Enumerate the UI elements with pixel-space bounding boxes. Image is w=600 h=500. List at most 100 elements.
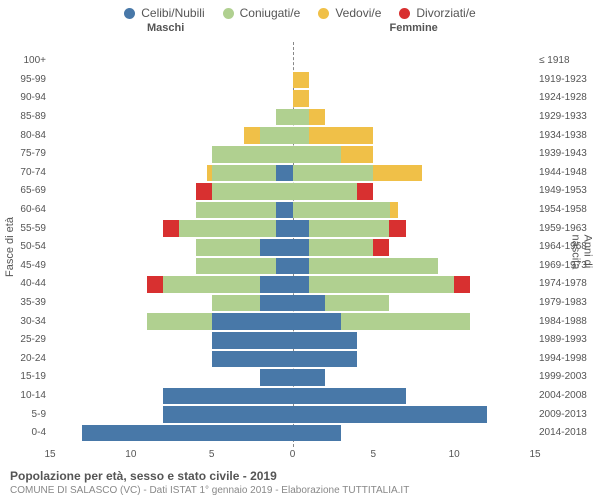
age-label: 75-79 [10,149,46,159]
age-row: 10-142004-2008 [50,387,535,406]
age-row: 30-341984-1988 [50,312,535,331]
birth-year-label: 2014-2018 [539,428,595,438]
legend-swatch [399,8,410,19]
bar-segment [341,313,470,330]
male-bar [196,183,293,200]
age-label: 15-19 [10,372,46,382]
age-label: 65-69 [10,186,46,196]
age-label: 0-4 [10,428,46,438]
x-tick: 15 [44,449,55,460]
age-label: 80-84 [10,131,46,141]
bar-segment [276,220,292,237]
bar-segment [196,258,277,275]
bar-segment [212,146,293,163]
bar-segment [212,295,261,312]
legend-label: Divorziati/e [416,6,475,20]
male-bar [147,276,292,293]
bar-segment [260,239,292,256]
bar-segment [276,258,292,275]
female-bar [293,202,398,219]
legend-label: Vedovi/e [335,6,381,20]
age-label: 85-89 [10,112,46,122]
male-bar [207,165,293,182]
bar-segment [293,90,309,107]
bar-segment [196,183,212,200]
male-bar [82,425,292,442]
birth-year-label: 1929-1933 [539,112,595,122]
female-bar [293,406,487,423]
bar-segment [293,276,309,293]
male-bar [212,146,293,163]
bar-segment [389,220,405,237]
bar-segment [357,183,373,200]
age-row: 65-691949-1953 [50,182,535,201]
bar-segment [293,369,325,386]
bar-segment [196,202,277,219]
bar-segment [212,351,293,368]
birth-year-label: 1989-1993 [539,335,595,345]
birth-year-label: 1934-1938 [539,131,595,141]
birth-year-label: 2009-2013 [539,410,595,420]
bar-segment [325,295,390,312]
x-axis-ticks: 15105051015 [0,449,600,463]
legend-label: Coniugati/e [240,6,301,20]
birth-year-label: ≤ 1918 [539,56,595,66]
bar-segment [212,165,277,182]
age-row: 95-991919-1923 [50,71,535,90]
age-label: 70-74 [10,168,46,178]
bar-segment [293,332,358,349]
bar-segment [260,276,292,293]
female-bar [293,146,374,163]
male-bar [196,258,293,275]
bar-segment [212,313,293,330]
bar-segment [454,276,470,293]
age-row: 60-641954-1958 [50,201,535,220]
bar-segment [260,295,292,312]
chart-title: Popolazione per età, sesso e stato civil… [10,469,409,483]
female-bar [293,127,374,144]
bar-segment [293,220,309,237]
age-label: 10-14 [10,391,46,401]
bar-segment [293,183,358,200]
legend-swatch [124,8,135,19]
age-row: 75-791939-1943 [50,145,535,164]
female-bar [293,90,309,107]
bar-segment [293,239,309,256]
age-label: 5-9 [10,410,46,420]
age-label: 35-39 [10,298,46,308]
age-row: 70-741944-1948 [50,164,535,183]
header-labels: Maschi Femmine [0,22,600,40]
birth-year-label: 1924-1928 [539,93,595,103]
x-tick: 5 [371,449,377,460]
bar-segment [373,239,389,256]
bar-segment [309,239,374,256]
bar-segment [163,276,260,293]
age-row: 50-541964-1968 [50,238,535,257]
bar-segment [244,127,260,144]
female-bar [293,425,342,442]
bar-segment [293,109,309,126]
age-row: 15-191999-2003 [50,368,535,387]
x-tick: 15 [529,449,540,460]
birth-year-label: 1919-1923 [539,75,595,85]
bar-segment [163,220,179,237]
bar-segment [293,127,309,144]
birth-year-label: 1949-1953 [539,186,595,196]
x-tick: 5 [209,449,215,460]
age-label: 40-44 [10,279,46,289]
bar-segment [293,388,406,405]
age-row: 55-591959-1963 [50,219,535,238]
bar-segment [179,220,276,237]
bar-segment [293,313,342,330]
age-row: 85-891929-1933 [50,108,535,127]
x-tick: 10 [125,449,136,460]
bar-segment [260,127,292,144]
female-bar [293,220,406,237]
y-axis-left-label: Fasce di età [4,217,16,277]
female-bar [293,239,390,256]
legend-item: Divorziati/e [399,6,475,20]
age-row: 35-391979-1983 [50,294,535,313]
footer: Popolazione per età, sesso e stato civil… [10,469,409,496]
age-label: 20-24 [10,354,46,364]
age-label: 95-99 [10,75,46,85]
